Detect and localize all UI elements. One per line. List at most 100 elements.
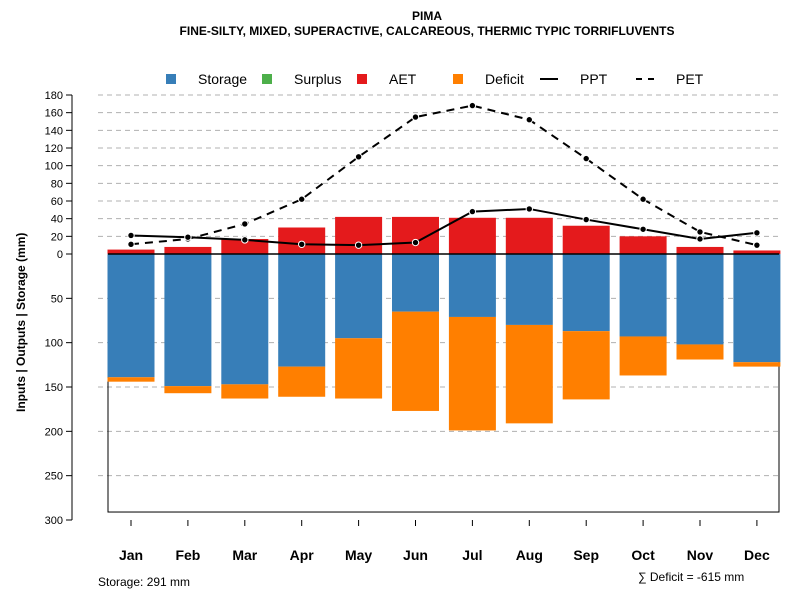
y-tick-label: 150 <box>45 382 63 394</box>
x-tick-label: Feb <box>175 547 200 563</box>
y-tick-label: 180 <box>45 90 63 102</box>
pet-point <box>753 241 761 249</box>
legend-swatch-storage <box>166 74 176 84</box>
y-tick-label: 160 <box>45 108 63 120</box>
pet-point <box>696 228 704 236</box>
deficit-bar <box>505 324 553 424</box>
storage-bar <box>448 254 496 317</box>
storage-bar <box>562 254 610 332</box>
y-tick-label: 50 <box>51 293 63 305</box>
legend-item-storage: Storage <box>166 70 247 88</box>
legend-item-ppt: PPT <box>540 70 607 88</box>
legend-line-ppt <box>540 78 558 80</box>
x-tick-label: Jun <box>403 547 428 563</box>
legend-item-pet: PET <box>636 70 703 88</box>
y-tick-label: 200 <box>45 426 63 438</box>
ppt-point <box>184 233 192 241</box>
x-tick-label: Jan <box>119 547 143 563</box>
storage-total: Storage: 291 mm <box>98 575 191 589</box>
x-tick-label: Oct <box>631 547 655 563</box>
deficit-bar <box>221 384 269 399</box>
legend: Storage Surplus AET Deficit PPT PET <box>0 70 800 88</box>
legend-label-pet: PET <box>676 71 704 87</box>
storage-bar <box>619 254 667 337</box>
pet-point <box>468 101 477 110</box>
pet-point <box>298 195 306 203</box>
deficit-bar <box>107 377 155 382</box>
legend-swatch-aet <box>357 74 367 84</box>
x-tick-label: Apr <box>290 547 315 563</box>
storage-bar <box>733 254 781 363</box>
y-tick-label: 100 <box>45 338 63 350</box>
ppt-point <box>639 225 647 233</box>
ppt-point <box>411 238 420 247</box>
x-tick-label: May <box>345 547 372 563</box>
deficit-bar <box>676 344 724 360</box>
ppt-point <box>298 240 306 248</box>
chart-subtitle: FINE-SILTY, MIXED, SUPERACTIVE, CALCAREO… <box>179 24 675 38</box>
y-tick-label: 250 <box>45 471 63 483</box>
pet-point <box>525 116 533 124</box>
aet-bar <box>221 238 269 254</box>
x-tick-label: Aug <box>516 547 543 563</box>
pet-line <box>130 104 758 247</box>
deficit-bar <box>335 338 383 399</box>
aet-bar <box>733 250 781 254</box>
storage-bar <box>392 254 439 312</box>
ppt-point <box>354 241 363 249</box>
storage-bar <box>107 254 155 378</box>
storage-bar <box>278 254 326 367</box>
legend-label-ppt: PPT <box>580 71 608 87</box>
aet-bar <box>676 246 724 254</box>
aet-bar <box>392 216 439 254</box>
storage-bar <box>335 254 383 339</box>
ppt-point <box>241 236 249 244</box>
y-tick-label: 300 <box>45 515 63 527</box>
pet-point <box>241 220 249 228</box>
ppt-point <box>753 229 761 237</box>
y-tick-label: 40 <box>51 214 63 226</box>
storage-bar <box>505 254 553 325</box>
legend-item-deficit: Deficit <box>453 70 524 88</box>
deficit-total: ∑ Deficit = -615 mm <box>638 570 745 584</box>
legend-swatch-surplus <box>262 74 272 84</box>
pet-point <box>354 153 363 161</box>
ppt-point <box>127 231 135 240</box>
pet-point <box>411 113 420 121</box>
legend-swatch-deficit <box>453 74 463 84</box>
pet-point <box>639 195 647 203</box>
ppt-point <box>525 205 533 213</box>
aet-bar <box>505 217 553 254</box>
legend-item-aet: AET <box>357 70 416 88</box>
y-tick-label: 60 <box>51 196 63 208</box>
x-tick-label: Dec <box>744 547 770 563</box>
storage-bar <box>221 254 269 385</box>
y-tick-label: 20 <box>51 231 63 243</box>
deficit-bar <box>278 366 326 397</box>
deficit-bar <box>562 331 610 400</box>
ppt-point <box>582 215 590 224</box>
x-tick-label: Jul <box>462 547 482 563</box>
x-tick-label: Nov <box>687 547 714 563</box>
ppt-point <box>696 235 704 243</box>
aet-bar <box>448 217 496 254</box>
ppt-point <box>468 207 477 216</box>
chart-title: PIMA <box>412 9 442 23</box>
aet-bar <box>164 246 212 254</box>
deficit-bar <box>448 316 496 431</box>
legend-label-surplus: Surplus <box>294 71 342 87</box>
legend-label-aet: AET <box>389 71 417 87</box>
deficit-bar <box>392 311 439 411</box>
y-tick-label: 120 <box>45 143 63 155</box>
legend-item-surplus: Surplus <box>262 70 341 88</box>
y-tick-label: 0 <box>57 249 63 261</box>
pet-point <box>582 154 590 163</box>
aet-bar <box>562 225 610 254</box>
legend-line-pet <box>636 78 654 80</box>
aet-bar <box>619 236 667 254</box>
x-tick-label: Mar <box>232 547 257 563</box>
aet-bar <box>107 249 155 254</box>
legend-label-deficit: Deficit <box>485 71 524 87</box>
